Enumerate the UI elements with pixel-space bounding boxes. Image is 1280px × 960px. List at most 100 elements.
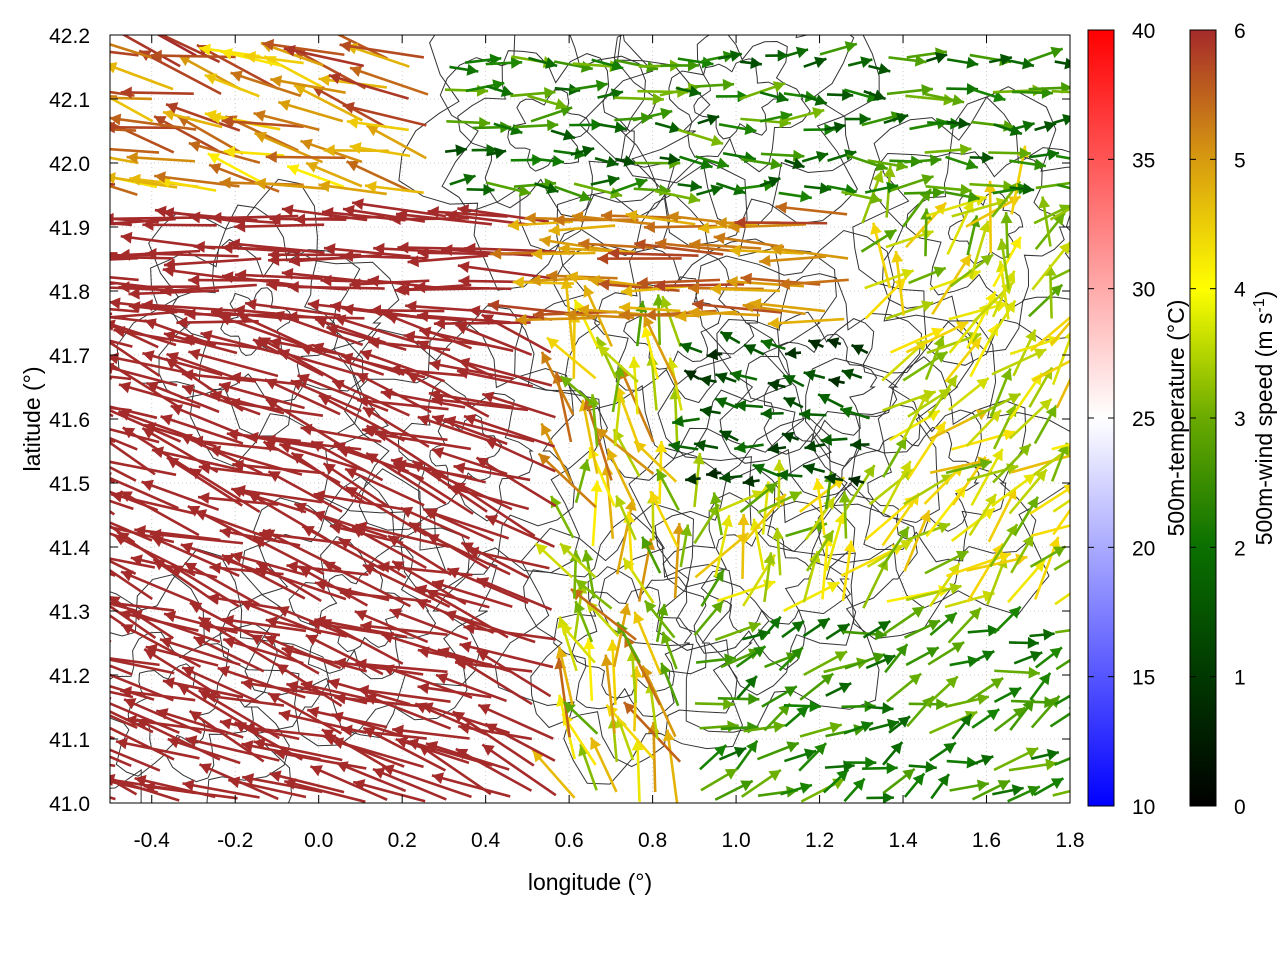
wind-vector-head — [786, 741, 799, 753]
y-tick-label: 41.2 — [49, 665, 90, 688]
wind-vector — [277, 99, 344, 123]
wind-vector-head — [998, 551, 1011, 564]
wind-vector — [695, 653, 736, 666]
wind-vector — [740, 157, 783, 170]
wind-vector-head — [482, 391, 495, 404]
wind-vector — [374, 429, 472, 451]
wind-vector-shaft — [463, 414, 555, 448]
wind-vector — [1028, 46, 1064, 63]
wind-vector-head — [590, 737, 602, 750]
wind-vector — [286, 164, 345, 189]
wind-vector — [890, 174, 935, 192]
wind-vector — [380, 388, 466, 409]
wind-vector-head — [286, 310, 298, 323]
wind-vector — [253, 737, 343, 762]
wind-vector — [352, 779, 426, 803]
wind-vector-head — [288, 254, 301, 267]
wind-vector — [824, 121, 846, 134]
wind-vector-shaft — [331, 379, 410, 417]
y-tick-label: 42.0 — [49, 153, 90, 176]
wind-vector-head — [507, 218, 520, 231]
wind-vector — [204, 73, 260, 98]
wind-vector-shaft — [557, 657, 572, 738]
wind-vector-head — [960, 183, 972, 196]
wind-vector-shaft — [615, 498, 635, 575]
wind-vector-shaft — [234, 273, 323, 281]
wind-vector-shaft — [598, 282, 680, 292]
wind-vector — [110, 50, 139, 57]
wind-vector-shaft — [361, 428, 448, 442]
wind-vector-head — [836, 769, 849, 782]
wind-vector — [642, 314, 679, 386]
wind-vector-head — [318, 74, 331, 87]
wind-vector-head — [204, 690, 217, 703]
wind-vector — [181, 384, 261, 416]
wind-vector — [1008, 120, 1035, 133]
wind-vector-shaft — [110, 748, 161, 772]
wind-vector-head — [742, 475, 755, 488]
wind-vector-head — [22, 769, 34, 781]
wind-vector — [419, 326, 514, 353]
wind-vector-head — [597, 252, 609, 265]
wind-vector — [165, 102, 241, 132]
wind-vector-head — [395, 736, 408, 749]
wind-vector-head — [634, 238, 646, 251]
wind-vector-shaft — [457, 359, 553, 387]
wind-vector-shaft — [642, 314, 679, 386]
wind-vector-head — [342, 303, 354, 316]
wind-vector-head — [763, 552, 776, 565]
wind-vector-head — [698, 221, 710, 234]
wind-vector-head — [900, 460, 911, 474]
wind-vector-shaft — [636, 278, 721, 285]
wind-vector-head — [814, 56, 827, 69]
wind-vector-shaft — [110, 763, 116, 768]
wind-vector-head — [749, 518, 762, 531]
wind-vector — [120, 686, 196, 702]
wind-vector — [485, 56, 523, 69]
wind-vector — [632, 107, 673, 122]
wind-vector — [1052, 498, 1070, 513]
wind-vector-head — [560, 376, 573, 388]
wind-vector-shaft — [156, 35, 197, 57]
wind-vector-shaft — [110, 684, 155, 701]
wind-vector — [110, 524, 136, 544]
wind-vector-head — [1025, 329, 1037, 343]
wind-vector-head — [714, 745, 727, 757]
wind-vector — [226, 428, 301, 443]
wind-vector-head — [145, 643, 158, 656]
wind-vector — [693, 439, 719, 452]
wind-vector — [988, 147, 1031, 160]
wind-vector-head — [633, 611, 645, 625]
wind-vector-head — [1023, 473, 1036, 486]
wind-vector — [778, 646, 804, 672]
wind-vector-head — [253, 737, 266, 750]
wind-vector — [540, 422, 573, 483]
wind-vector-head — [733, 746, 747, 758]
wind-vector-head — [711, 601, 724, 614]
wind-vector-shaft — [138, 49, 222, 96]
wind-vector-head — [138, 23, 151, 34]
wind-vector — [696, 184, 724, 197]
wind-vector — [590, 480, 603, 547]
wind-vector-head — [76, 507, 88, 518]
wind-vector-head — [595, 79, 608, 92]
wind-vector-shaft — [341, 254, 428, 260]
wind-vector — [199, 620, 281, 637]
wind-vector-shaft — [435, 673, 507, 703]
wind-vector — [110, 147, 160, 154]
wind-vector — [770, 243, 849, 260]
wind-vector — [118, 281, 200, 294]
wind-vector — [692, 298, 782, 314]
wind-vector-head — [268, 693, 281, 704]
wind-vector-head — [619, 603, 632, 616]
wind-vector — [193, 635, 265, 673]
wind-vector — [241, 773, 323, 794]
wind-vector-head — [1022, 182, 1035, 195]
wind-vector-head — [591, 118, 603, 131]
wind-vector — [971, 708, 1001, 729]
wind-vector-head — [281, 267, 294, 280]
wind-vector-head — [933, 335, 945, 349]
wind-vector-head — [359, 349, 373, 361]
wind-vector-head — [110, 774, 115, 787]
wind-vector-head — [181, 368, 194, 381]
